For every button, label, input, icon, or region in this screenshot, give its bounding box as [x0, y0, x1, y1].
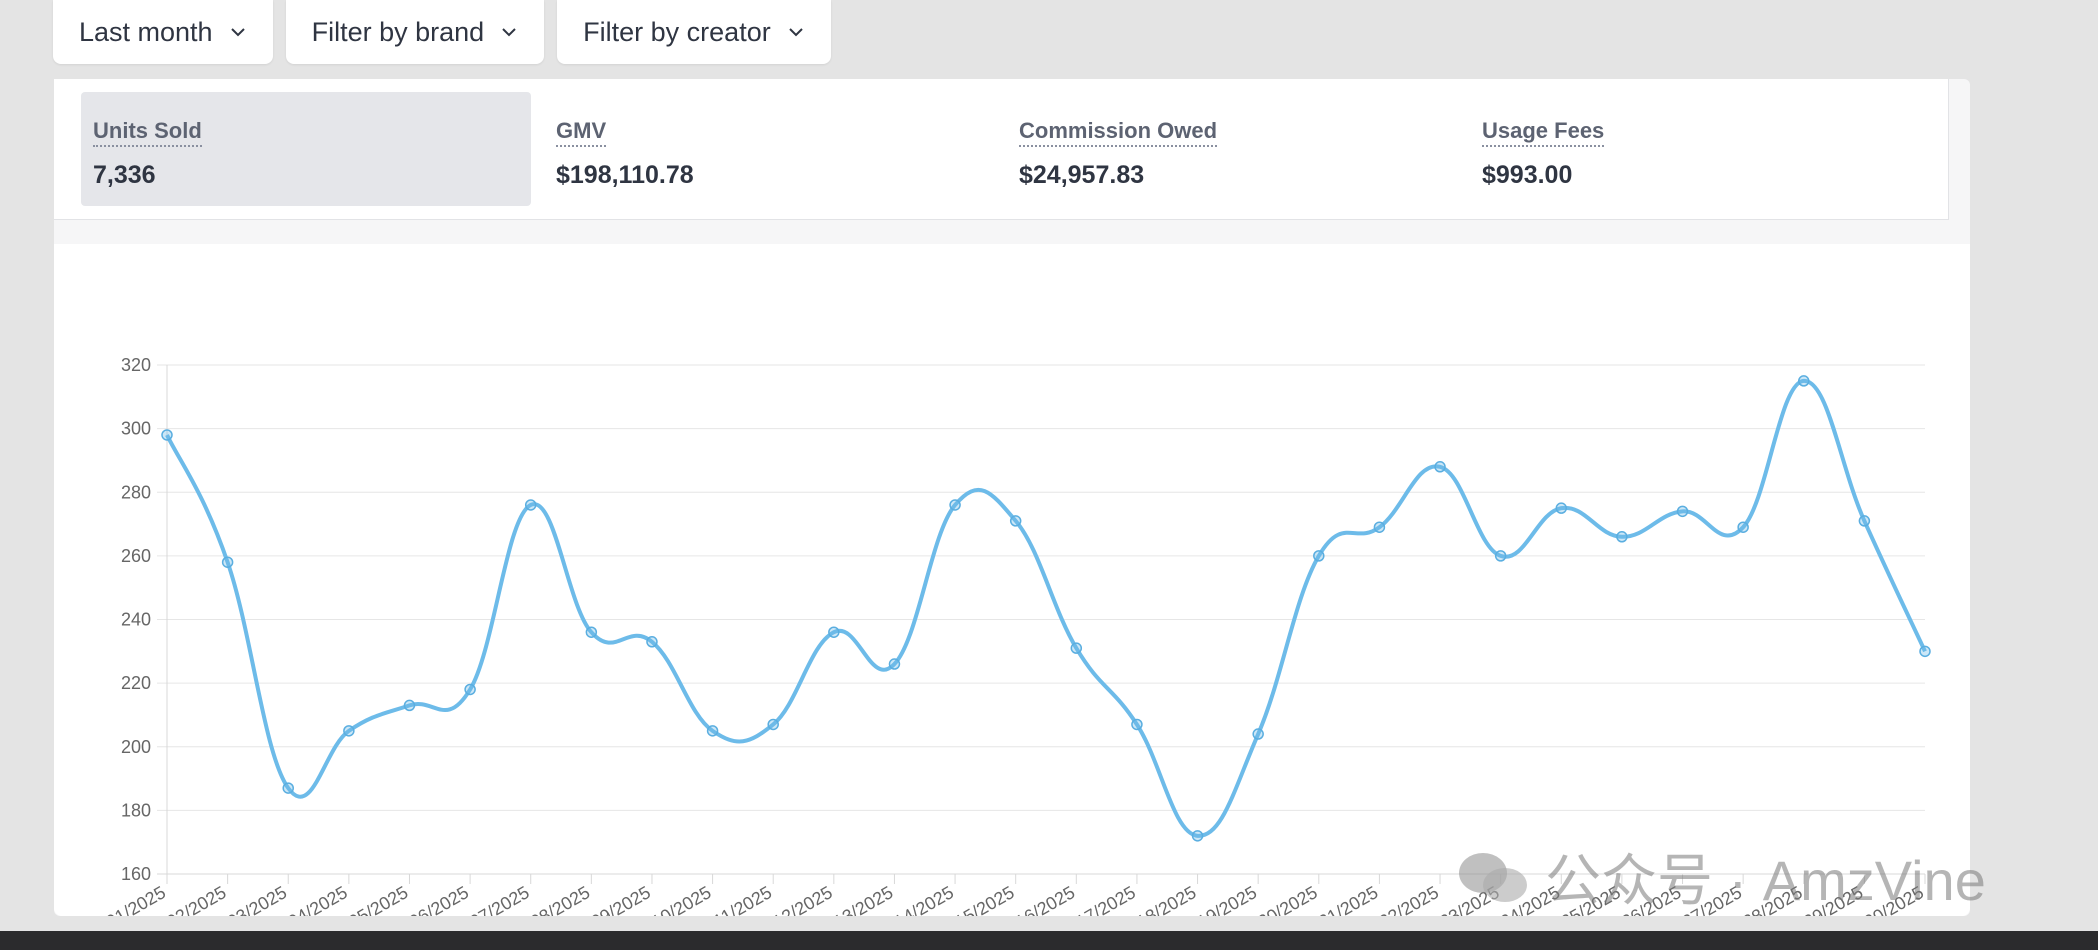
data-point	[1555, 502, 1568, 514]
stat-label: Units Sold	[93, 118, 202, 147]
data-point	[1798, 375, 1810, 387]
data-point	[161, 429, 173, 441]
data-point	[767, 718, 779, 731]
y-tick-label: 160	[121, 864, 151, 884]
y-tick-label: 320	[121, 355, 151, 375]
stat-units-sold[interactable]: Units Sold 7,336	[81, 92, 531, 206]
stat-usage-fees[interactable]: Usage Fees $993.00	[1470, 92, 1920, 206]
data-point	[1313, 550, 1325, 562]
data-point	[524, 499, 537, 511]
data-point	[585, 626, 598, 638]
data-point	[1131, 718, 1143, 731]
x-tick-label: 04/01/2025	[81, 882, 169, 916]
data-point	[343, 725, 355, 737]
data-point	[1434, 461, 1446, 473]
filter-bar: Last month Filter by brand Filter by cre…	[53, 0, 831, 64]
stat-commission-owed[interactable]: Commission Owed $24,957.83	[1007, 92, 1457, 206]
data-point	[282, 782, 294, 794]
data-point	[1191, 830, 1204, 842]
data-point	[949, 499, 961, 511]
data-point	[1616, 531, 1628, 543]
stat-label: Commission Owed	[1019, 118, 1218, 147]
data-point	[221, 556, 234, 568]
y-tick-label: 280	[121, 482, 151, 502]
brand-filter[interactable]: Filter by brand	[285, 0, 545, 64]
line-chart: 16018020022024026028030032004/01/202504/…	[81, 355, 1931, 916]
series-line	[165, 378, 1927, 838]
date-range-label: Last month	[79, 16, 213, 47]
stat-label: Usage Fees	[1482, 118, 1605, 147]
data-point	[1252, 728, 1264, 740]
y-tick-label: 240	[121, 610, 151, 630]
wechat-icon	[1459, 852, 1527, 902]
stat-gmv[interactable]: GMV $198,110.78	[544, 92, 994, 206]
creator-filter-label: Filter by creator	[583, 16, 771, 47]
stat-label: GMV	[556, 118, 607, 147]
data-point	[1737, 521, 1749, 533]
data-point	[1009, 515, 1022, 527]
y-tick-label: 300	[121, 419, 151, 439]
data-point	[828, 626, 840, 638]
data-point	[1858, 515, 1871, 527]
bottom-bar	[0, 931, 2098, 950]
data-point	[1919, 645, 1931, 658]
data-point	[706, 725, 719, 737]
y-tick-label: 260	[121, 546, 151, 566]
y-tick-label: 220	[121, 673, 151, 693]
stats-row: Units Sold 7,336 GMV $198,110.78 Commiss…	[54, 79, 1949, 220]
data-point	[888, 658, 901, 670]
data-point	[646, 636, 658, 648]
stat-value: $198,110.78	[556, 161, 694, 189]
chevron-down-icon	[789, 28, 803, 37]
watermark: 公众号 · AmzVine	[1455, 836, 1986, 917]
stat-value: $993.00	[1482, 161, 1573, 189]
creator-filter[interactable]: Filter by creator	[557, 0, 831, 64]
chevron-down-icon	[230, 28, 245, 37]
date-range-filter[interactable]: Last month	[53, 0, 273, 64]
y-tick-label: 200	[121, 737, 151, 757]
units-sold-chart: 160 180 200 220 240 260 280 300 320 04/01/2025 04/…	[54, 244, 1970, 916]
data-point	[464, 683, 476, 696]
watermark-text: 公众号 · AmzVine	[1545, 849, 1986, 912]
data-point	[403, 699, 416, 712]
dashboard-panel: Units Sold 7,336 GMV $198,110.78 Commiss…	[54, 79, 1970, 916]
y-tick-label: 180	[121, 800, 151, 820]
brand-filter-label: Filter by brand	[311, 16, 485, 47]
data-point	[1676, 505, 1689, 518]
data-point	[1070, 642, 1083, 654]
stat-value: 7,336	[93, 161, 156, 189]
stat-value: $24,957.83	[1019, 161, 1145, 189]
data-point	[1373, 521, 1386, 533]
data-point	[1494, 550, 1507, 562]
chevron-down-icon	[502, 28, 516, 37]
